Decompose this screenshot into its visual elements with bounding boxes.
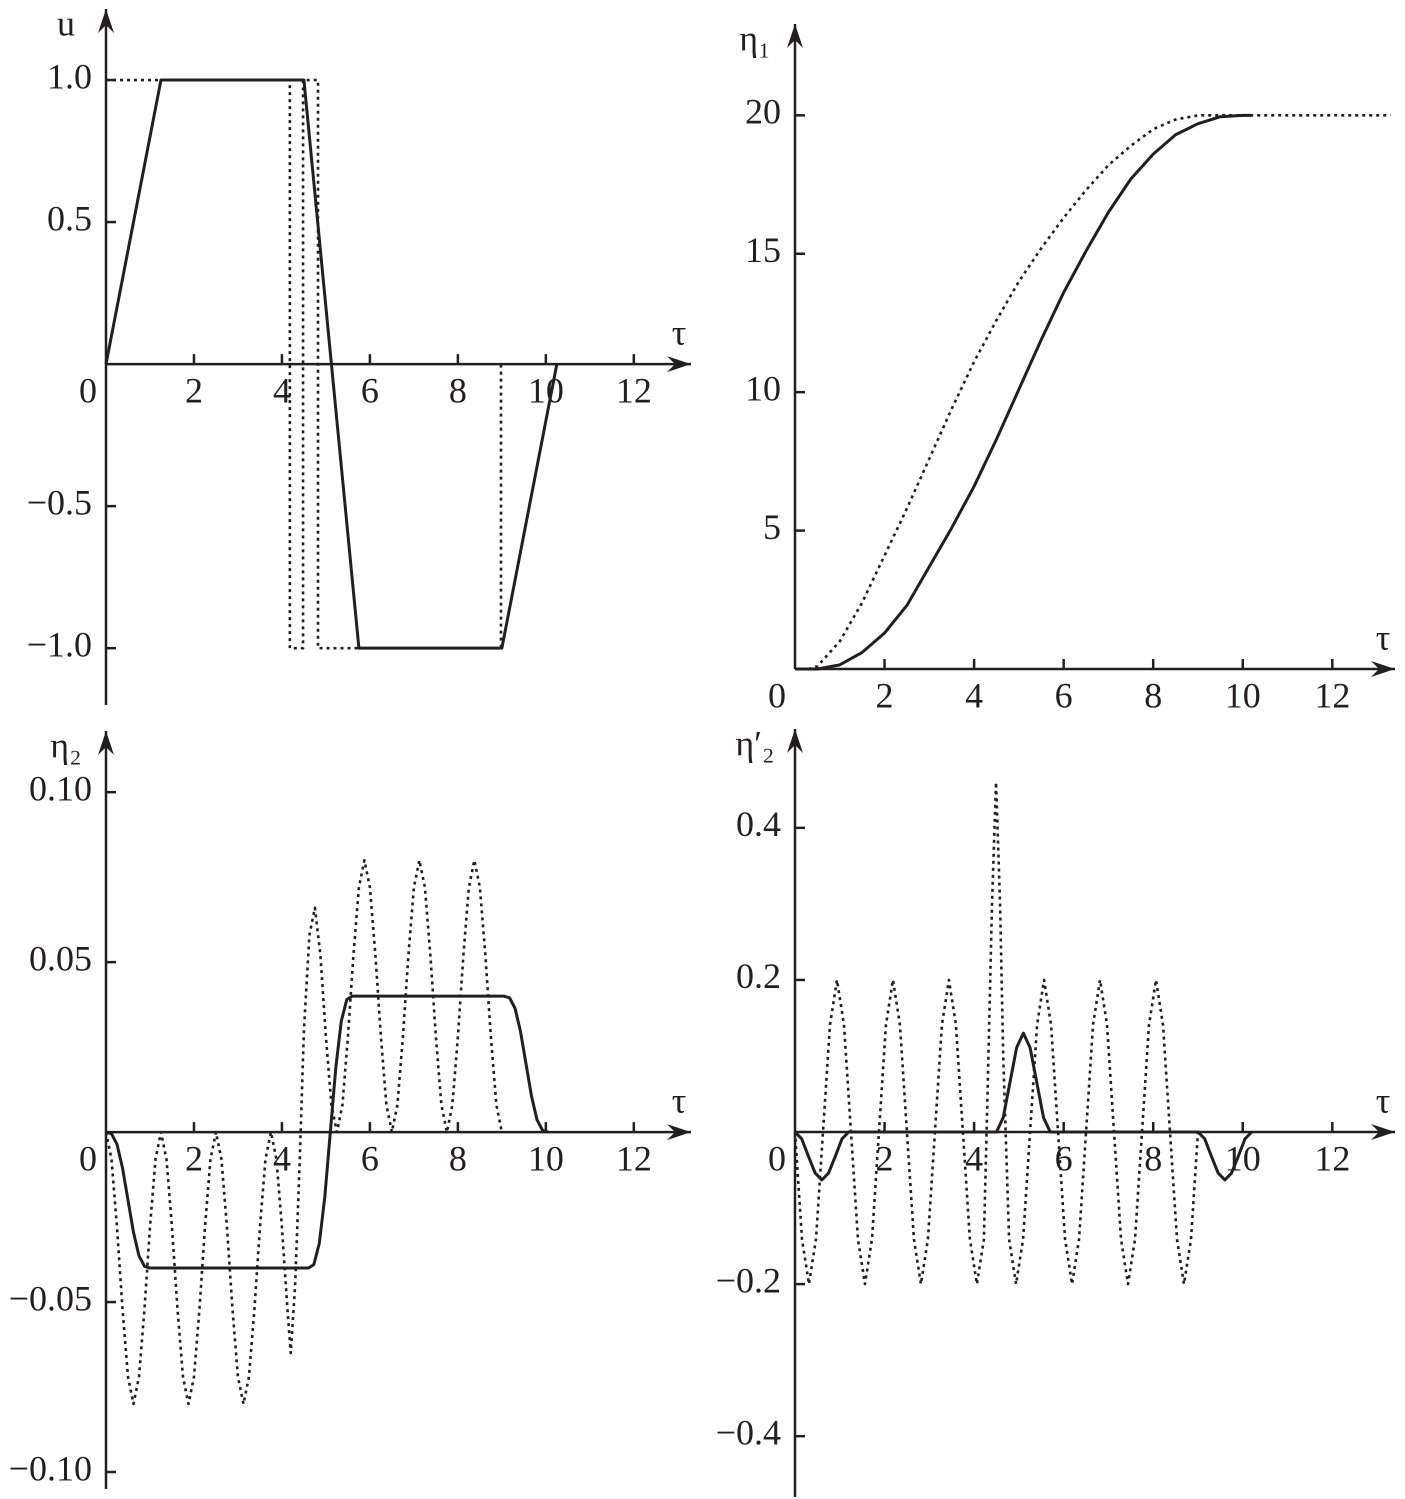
x-axis-arrow xyxy=(1371,1124,1395,1141)
y-tick-label: −0.05 xyxy=(9,1278,92,1318)
x-tick-label: 6 xyxy=(361,1138,379,1178)
x-axis-label: τ xyxy=(1376,617,1390,657)
x-tick-label: 2 xyxy=(185,370,203,410)
x-tick-label: 4 xyxy=(273,370,291,410)
line-series xyxy=(793,780,1200,1286)
x-tick-label: 4 xyxy=(273,1138,291,1178)
x-tick-label: 10 xyxy=(528,1138,564,1178)
x-tick-label: 8 xyxy=(1144,1138,1162,1178)
y-tick-label: 1.0 xyxy=(47,56,92,96)
x-axis-label: τ xyxy=(1376,1080,1390,1120)
x-axis-label: τ xyxy=(672,312,686,352)
line-series xyxy=(795,113,1252,671)
x-tick-label: 6 xyxy=(1055,1138,1073,1178)
y-tick-label: 0.4 xyxy=(736,804,781,844)
x-tick-label: 10 xyxy=(528,370,564,410)
x-tick-label: 8 xyxy=(1144,675,1162,715)
line-series xyxy=(793,1031,1253,1182)
x-tick-label: 2 xyxy=(876,675,894,715)
line-series xyxy=(808,114,1391,671)
x-tick-label: 4 xyxy=(965,675,983,715)
y-tick-label: 0.2 xyxy=(736,956,781,996)
x-tick-label: 0 xyxy=(79,370,97,410)
x-tick-label: 0 xyxy=(768,1138,786,1178)
y-tick-label: 0.5 xyxy=(47,198,92,238)
y-tick-label: −0.10 xyxy=(9,1448,92,1488)
x-axis-arrow xyxy=(667,356,691,373)
y-axis-arrow xyxy=(787,24,803,48)
x-tick-label: 6 xyxy=(361,370,379,410)
x-axis-label: τ xyxy=(672,1080,686,1120)
y-axis-label: η₂ xyxy=(50,725,81,765)
x-tick-label: 0 xyxy=(768,675,786,715)
x-tick-label: 2 xyxy=(185,1138,203,1178)
x-tick-label: 12 xyxy=(1314,1138,1350,1178)
x-tick-label: 12 xyxy=(616,370,652,410)
line-series xyxy=(104,78,559,650)
x-tick-label: 6 xyxy=(1055,675,1073,715)
line-series xyxy=(106,78,503,650)
y-tick-label: 10 xyxy=(745,368,781,408)
y-tick-label: −0.4 xyxy=(716,1412,781,1452)
y-tick-label: 0.05 xyxy=(29,938,92,978)
x-tick-label: 4 xyxy=(965,1138,983,1178)
x-tick-label: 12 xyxy=(616,1138,652,1178)
y-axis-label: η′₂ xyxy=(735,723,774,763)
y-axis-arrow xyxy=(98,9,114,33)
y-tick-label: 5 xyxy=(763,507,781,547)
x-axis-arrow xyxy=(1371,661,1395,677)
y-tick-label: 20 xyxy=(745,92,781,132)
y-tick-label: 15 xyxy=(745,230,781,270)
x-axis-arrow xyxy=(667,1124,691,1141)
x-tick-label: 2 xyxy=(876,1138,894,1178)
x-tick-label: 0 xyxy=(79,1138,97,1178)
x-tick-label: 8 xyxy=(449,1138,467,1178)
y-axis-arrow xyxy=(98,731,114,755)
x-tick-label: 8 xyxy=(449,370,467,410)
x-tick-label: 10 xyxy=(1225,675,1261,715)
y-axis-label: u xyxy=(57,3,75,43)
y-tick-label: −0.5 xyxy=(27,482,92,522)
x-tick-label: 12 xyxy=(1314,675,1350,715)
y-axis-label: η₁ xyxy=(739,18,770,58)
y-tick-label: −1.0 xyxy=(27,624,92,664)
y-tick-label: −0.2 xyxy=(716,1260,781,1300)
y-axis-arrow xyxy=(787,729,803,753)
y-tick-label: 0.10 xyxy=(29,768,92,808)
line-series xyxy=(105,994,549,1270)
